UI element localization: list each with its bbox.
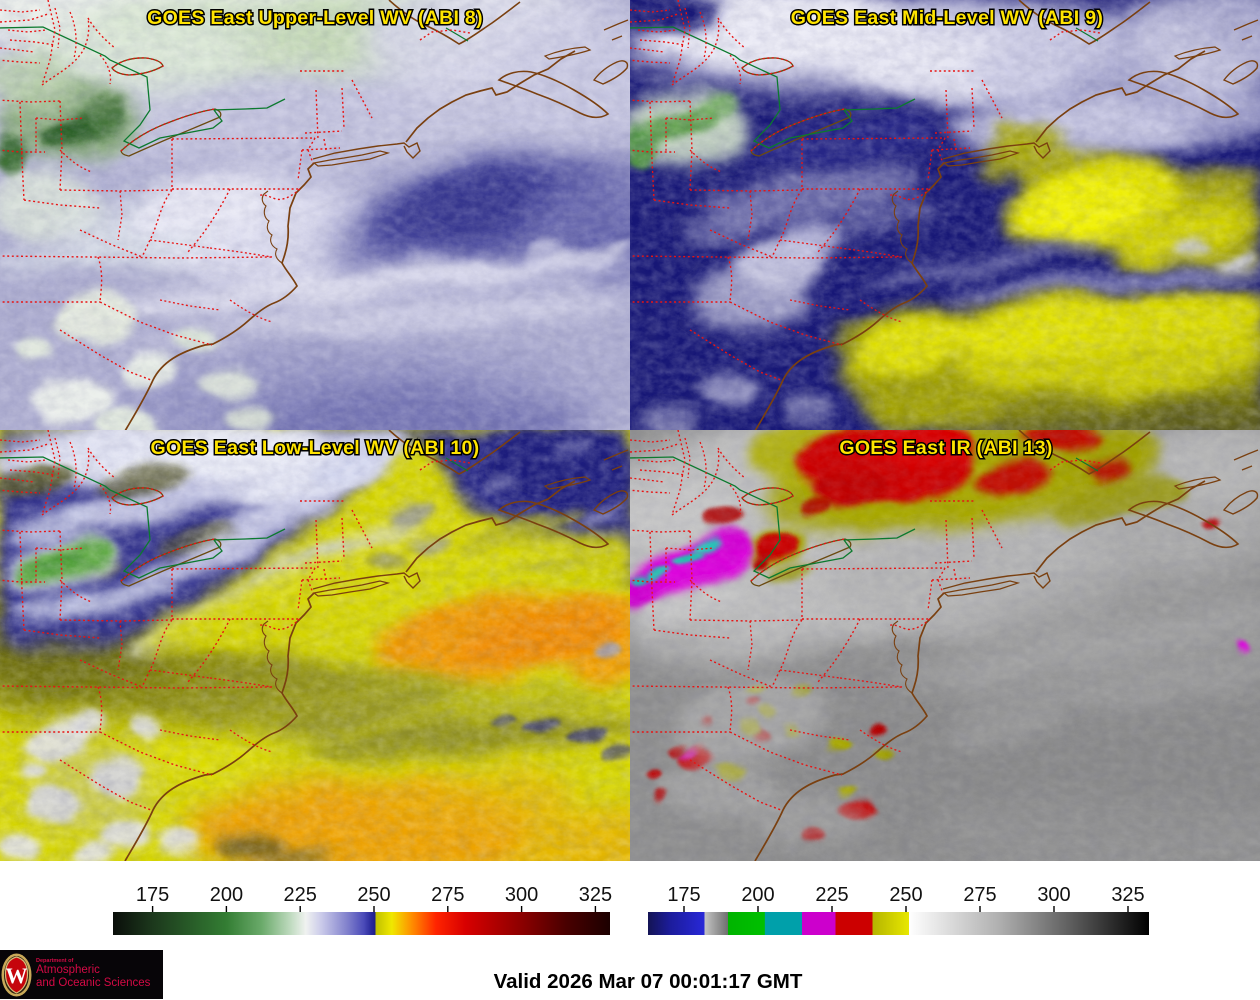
svg-text:175: 175 xyxy=(136,884,169,906)
svg-text:175: 175 xyxy=(667,884,700,906)
svg-text:GOES East Upper-Level WV (ABI: GOES East Upper-Level WV (ABI 8) xyxy=(147,7,483,29)
svg-text:GOES East Mid-Level WV (ABI 9): GOES East Mid-Level WV (ABI 9) xyxy=(791,7,1103,29)
svg-text:GOES East IR (ABI 13): GOES East IR (ABI 13) xyxy=(839,437,1052,459)
svg-text:200: 200 xyxy=(741,884,774,906)
svg-text:275: 275 xyxy=(963,884,996,906)
svg-text:W: W xyxy=(6,963,28,988)
svg-text:250: 250 xyxy=(357,884,390,906)
svg-text:275: 275 xyxy=(431,884,464,906)
svg-text:325: 325 xyxy=(579,884,612,906)
svg-text:250: 250 xyxy=(889,884,922,906)
svg-text:200: 200 xyxy=(210,884,243,906)
svg-text:325: 325 xyxy=(1111,884,1144,906)
svg-text:225: 225 xyxy=(284,884,317,906)
svg-text:300: 300 xyxy=(1037,884,1070,906)
svg-text:225: 225 xyxy=(815,884,848,906)
svg-text:GOES East Low-Level WV (ABI 10: GOES East Low-Level WV (ABI 10) xyxy=(151,437,480,459)
svg-text:300: 300 xyxy=(505,884,538,906)
